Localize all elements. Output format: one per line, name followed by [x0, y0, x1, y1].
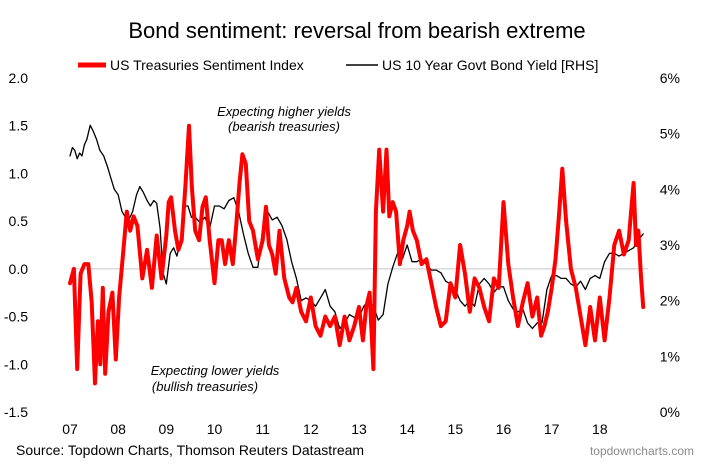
annotation-higher-line1: Expecting higher yields: [217, 104, 351, 119]
chart-title: Bond sentiment: reversal from bearish ex…: [128, 18, 585, 43]
right-axis-ticks: 6% 5% 4% 3% 2% 1% 0%: [660, 70, 680, 420]
left-tick-label: 2.0: [9, 70, 29, 86]
source-note: Source: Topdown Charts, Thomson Reuters …: [16, 442, 364, 458]
series-line-sentiment: [68, 123, 646, 386]
right-tick-label: 1%: [660, 348, 680, 364]
right-tick-label: 3%: [660, 237, 680, 253]
x-tick-label: 13: [351, 421, 367, 437]
x-tick-label: 14: [399, 421, 415, 437]
x-tick-label: 16: [496, 421, 512, 437]
x-tick-label: 08: [110, 421, 126, 437]
left-tick-label: 1.0: [9, 165, 29, 181]
left-tick-label: 0.5: [9, 213, 29, 229]
x-tick-label: 10: [207, 421, 223, 437]
x-tick-label: 18: [592, 421, 608, 437]
x-tick-label: 09: [159, 421, 175, 437]
x-tick-label: 15: [448, 421, 464, 437]
right-tick-label: 5%: [660, 126, 680, 142]
series-layer: [68, 123, 646, 386]
x-tick-label: 07: [62, 421, 78, 437]
left-tick-label: -0.5: [4, 309, 28, 325]
right-tick-label: 2%: [660, 293, 680, 309]
legend-label-sentiment: US Treasuries Sentiment Index: [110, 57, 304, 73]
x-tick-label: 17: [544, 421, 560, 437]
left-tick-label: 1.5: [9, 118, 29, 134]
x-axis-ticks: 07 08 09 10 11 12 13 14 15 16 17 18: [62, 421, 608, 437]
x-tick-label: 11: [255, 421, 270, 437]
left-tick-label: -1.5: [4, 404, 28, 420]
legend: US Treasuries Sentiment Index US 10 Year…: [78, 57, 598, 73]
brand-watermark: topdowncharts.com: [590, 444, 694, 458]
left-tick-label: -1.0: [4, 356, 28, 372]
annotation-higher-line2: (bearish treasuries): [228, 119, 340, 134]
right-tick-label: 4%: [660, 181, 680, 197]
legend-label-yield: US 10 Year Govt Bond Yield [RHS]: [382, 57, 598, 73]
x-tick-label: 12: [303, 421, 319, 437]
right-tick-label: 6%: [660, 70, 680, 86]
left-tick-label: 0.0: [9, 261, 29, 277]
right-tick-label: 0%: [660, 404, 680, 420]
annotation-lower-line2: (bullish treasuries): [152, 379, 258, 394]
annotation-lower-line1: Expecting lower yields: [151, 363, 280, 378]
left-axis-ticks: 2.0 1.5 1.0 0.5 0.0 -0.5 -1.0 -1.5: [4, 70, 28, 420]
